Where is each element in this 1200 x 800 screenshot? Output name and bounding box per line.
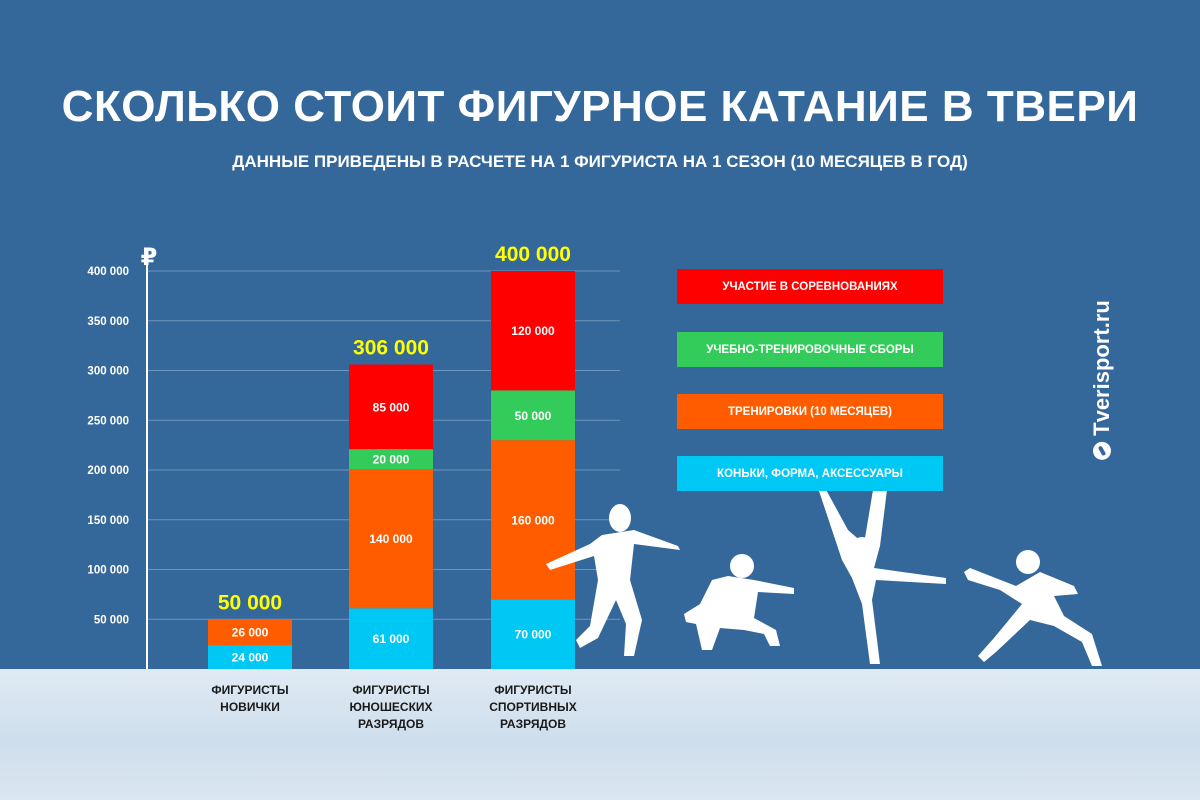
x-category-label: РАЗРЯДОВ	[358, 717, 424, 731]
bar-segment	[491, 271, 575, 391]
bar-value-label: 61 000	[373, 632, 410, 646]
bar-segment	[208, 619, 292, 646]
skater-silhouette-icon	[818, 482, 946, 664]
x-category-label: ЮНОШЕСКИХ	[349, 700, 432, 714]
bar-segment	[491, 390, 575, 441]
bar-value-label: 120 000	[511, 324, 555, 338]
x-category-label: СПОРТИВНЫХ	[489, 700, 577, 714]
bar-value-label: 85 000	[373, 400, 410, 414]
y-tick-label: 250 000	[87, 415, 129, 427]
bar-segment	[491, 599, 575, 669]
skater-silhouettes	[546, 482, 1102, 666]
y-tick-label: 350 000	[87, 316, 129, 328]
bar-segment	[208, 645, 292, 669]
x-category-label: РАЗРЯДОВ	[500, 717, 566, 731]
bar-value-label: 140 000	[369, 532, 413, 546]
ice-surface	[0, 669, 1200, 800]
bar-segment	[491, 440, 575, 600]
y-tick-label: 200 000	[87, 465, 129, 477]
bar-segment	[349, 364, 433, 450]
y-tick-label: 400 000	[87, 266, 129, 278]
bar-total-label: 306 000	[353, 337, 429, 360]
brand-text: Tverisport.ru	[1089, 300, 1114, 436]
y-tick-label: 300 000	[87, 366, 129, 378]
bar-value-label: 70 000	[515, 628, 552, 642]
x-category-label: НОВИЧКИ	[220, 700, 280, 714]
legend-item: ТРЕНИРОВКИ (10 МЕСЯЦЕВ)	[677, 394, 943, 429]
y-axis-label: ₽	[141, 243, 158, 271]
bar-value-label: 24 000	[232, 651, 269, 665]
y-tick-label: 50 000	[94, 614, 129, 626]
legend-item: КОНЬКИ, ФОРМА, АКСЕССУАРЫ	[677, 456, 943, 491]
bar-segment	[349, 469, 433, 609]
skater-silhouette-icon	[546, 504, 680, 656]
x-category-label: ФИГУРИСТЫ	[352, 683, 429, 697]
bar-value-label: 160 000	[511, 513, 555, 527]
bar-total-label: 400 000	[495, 243, 571, 266]
bar-value-label: 26 000	[232, 626, 269, 640]
skater-silhouette-icon	[964, 550, 1102, 666]
bar-value-label: 50 000	[515, 409, 552, 423]
chart-subtitle: ДАННЫЕ ПРИВЕДЕНЫ В РАСЧЕТЕ НА 1 ФИГУРИСТ…	[232, 152, 968, 171]
skater-silhouette-icon	[684, 554, 794, 650]
x-category-label: ФИГУРИСТЫ	[494, 683, 571, 697]
bar-total-label: 50 000	[218, 591, 282, 614]
x-category-label: ФИГУРИСТЫ	[211, 683, 288, 697]
legend-item: УЧАСТИЕ В СОРЕВНОВАНИЯХ	[677, 269, 943, 304]
bar-value-label: 20 000	[373, 453, 410, 467]
tverisport-logo-icon	[1093, 441, 1111, 460]
bar-segment	[349, 608, 433, 669]
brand-watermark: Tverisport.ru	[1089, 300, 1115, 460]
bar-segment	[349, 449, 433, 470]
y-tick-label: 100 000	[87, 565, 129, 577]
bars	[208, 271, 575, 669]
labels: 24 000 26 000 50 000 ФИГУРИСТЫ НОВИЧКИ 61 000…	[211, 243, 576, 731]
legend-item: УЧЕБНО-ТРЕНИРОВОЧНЫЕ СБОРЫ	[677, 332, 943, 367]
y-axis: 50 000 100 000 150 000 200 000 250 000 300 00…	[87, 243, 157, 669]
chart-title: СКОЛЬКО СТОИТ ФИГУРНОЕ КАТАНИЕ В ТВЕРИ	[61, 82, 1139, 131]
y-tick-label: 150 000	[87, 515, 129, 527]
